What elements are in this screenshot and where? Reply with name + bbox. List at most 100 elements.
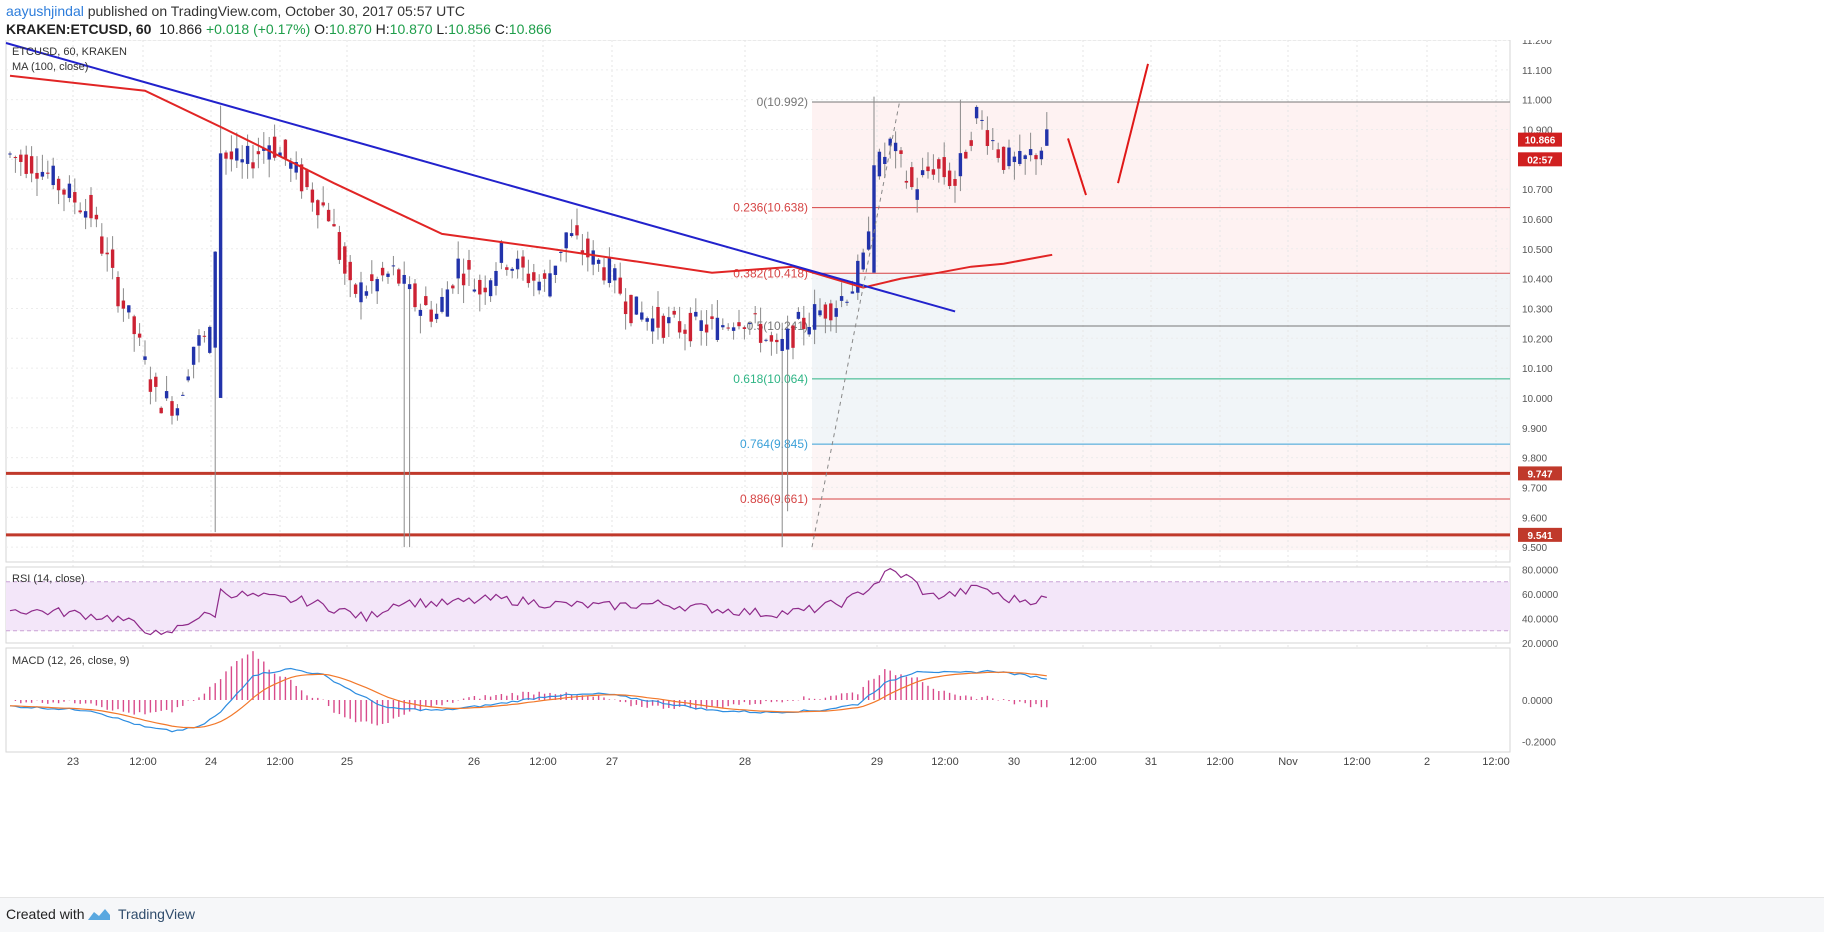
candle bbox=[942, 142, 946, 185]
price-tick-label: 10.200 bbox=[1522, 334, 1553, 345]
candle-body bbox=[370, 274, 374, 282]
last-price: 10.866 bbox=[159, 21, 203, 37]
candle bbox=[440, 288, 444, 314]
candle-body bbox=[645, 318, 649, 322]
candle bbox=[656, 291, 660, 340]
candle bbox=[305, 168, 309, 191]
high-value: 10.870 bbox=[389, 21, 433, 37]
candle-body bbox=[947, 170, 952, 187]
candle-body bbox=[559, 251, 563, 253]
fib-level-label: 0(10.992) bbox=[757, 95, 808, 109]
candle-body bbox=[424, 296, 428, 306]
candle-body bbox=[613, 268, 617, 281]
symbol-info: KRAKEN:ETCUSD, 60 10.866 +0.018 (+0.17%)… bbox=[6, 21, 552, 37]
candle bbox=[893, 131, 898, 169]
candle-body bbox=[332, 224, 336, 227]
candle bbox=[823, 302, 828, 334]
candle bbox=[812, 289, 817, 345]
candle bbox=[116, 271, 120, 313]
price-label-box bbox=[1518, 527, 1562, 542]
candle-body bbox=[548, 273, 552, 297]
candle-body bbox=[532, 272, 536, 281]
candle-body bbox=[56, 178, 61, 191]
candle bbox=[94, 206, 99, 228]
rsi-tick-label: 80.0000 bbox=[1522, 565, 1559, 576]
candle bbox=[353, 282, 358, 298]
candle bbox=[596, 258, 601, 272]
candle bbox=[834, 300, 838, 333]
price-tick-label: 9.600 bbox=[1522, 513, 1547, 524]
candle-body bbox=[240, 159, 244, 163]
candle bbox=[321, 186, 325, 208]
candle-body bbox=[137, 333, 142, 338]
candle bbox=[974, 105, 979, 124]
candle bbox=[13, 155, 18, 173]
candle-body bbox=[872, 165, 876, 273]
chart-canvas[interactable]: 11.20011.10011.00010.90010.80010.70010.6… bbox=[0, 40, 1824, 897]
candle bbox=[721, 318, 725, 330]
candle bbox=[391, 255, 396, 276]
candle-body bbox=[105, 252, 109, 255]
candle-body bbox=[656, 306, 660, 328]
low-value: 10.856 bbox=[448, 21, 491, 37]
candle bbox=[904, 170, 909, 189]
candle bbox=[386, 271, 390, 284]
candle-body bbox=[191, 346, 196, 365]
candle bbox=[856, 254, 860, 300]
candle bbox=[559, 251, 563, 262]
candle-body bbox=[132, 316, 136, 335]
candle-body bbox=[413, 283, 417, 308]
candle bbox=[35, 156, 39, 197]
chart-header: aayushjindal published on TradingView.co… bbox=[0, 0, 1824, 40]
candle-body bbox=[650, 318, 655, 332]
time-tick-label: 23 bbox=[67, 756, 79, 768]
candle bbox=[775, 333, 779, 354]
time-tick-label: 29 bbox=[871, 756, 883, 768]
candle-body bbox=[861, 252, 865, 270]
tradingview-brand[interactable]: TradingView bbox=[118, 906, 196, 922]
price-tick-label: 11.100 bbox=[1522, 66, 1552, 77]
candle-body bbox=[785, 328, 790, 350]
candle bbox=[991, 128, 995, 150]
author-link[interactable]: aayushjindal bbox=[6, 3, 84, 19]
candle bbox=[883, 142, 887, 178]
candle bbox=[699, 310, 703, 346]
candle bbox=[456, 241, 460, 295]
candle bbox=[208, 325, 212, 355]
candle-body bbox=[629, 294, 633, 324]
candle-body bbox=[116, 277, 120, 307]
candle-body bbox=[591, 250, 595, 265]
candle bbox=[186, 369, 190, 383]
candle bbox=[213, 251, 217, 533]
candle-body bbox=[13, 157, 18, 159]
candle bbox=[1034, 153, 1038, 175]
candle-body bbox=[375, 279, 379, 292]
price-tick-label: 11.200 bbox=[1522, 40, 1552, 47]
price-label: 02:57 bbox=[1527, 155, 1553, 166]
candle-body bbox=[1039, 150, 1044, 160]
price-label: 9.747 bbox=[1527, 469, 1552, 480]
candle bbox=[137, 323, 142, 347]
candle-body bbox=[856, 260, 860, 293]
candle bbox=[62, 188, 66, 212]
candle-body bbox=[812, 304, 817, 330]
candle-body bbox=[434, 313, 439, 320]
candle bbox=[132, 314, 136, 352]
candle-body bbox=[272, 136, 277, 158]
candle-body bbox=[1018, 150, 1022, 164]
candle bbox=[407, 276, 412, 548]
rsi-tick-label: 20.0000 bbox=[1522, 639, 1559, 650]
candle-body bbox=[467, 260, 471, 270]
candle bbox=[521, 250, 525, 281]
time-tick-label: Nov bbox=[1278, 756, 1298, 768]
candle-body bbox=[1028, 149, 1033, 156]
candle bbox=[553, 265, 558, 284]
candle-body bbox=[8, 153, 12, 155]
candle-body bbox=[764, 339, 768, 341]
candle-body bbox=[775, 339, 779, 343]
candle-body bbox=[159, 407, 163, 414]
candle bbox=[181, 391, 185, 396]
candle bbox=[650, 305, 655, 344]
candle-body bbox=[661, 315, 666, 338]
time-tick-label: 12:00 bbox=[1206, 756, 1234, 768]
